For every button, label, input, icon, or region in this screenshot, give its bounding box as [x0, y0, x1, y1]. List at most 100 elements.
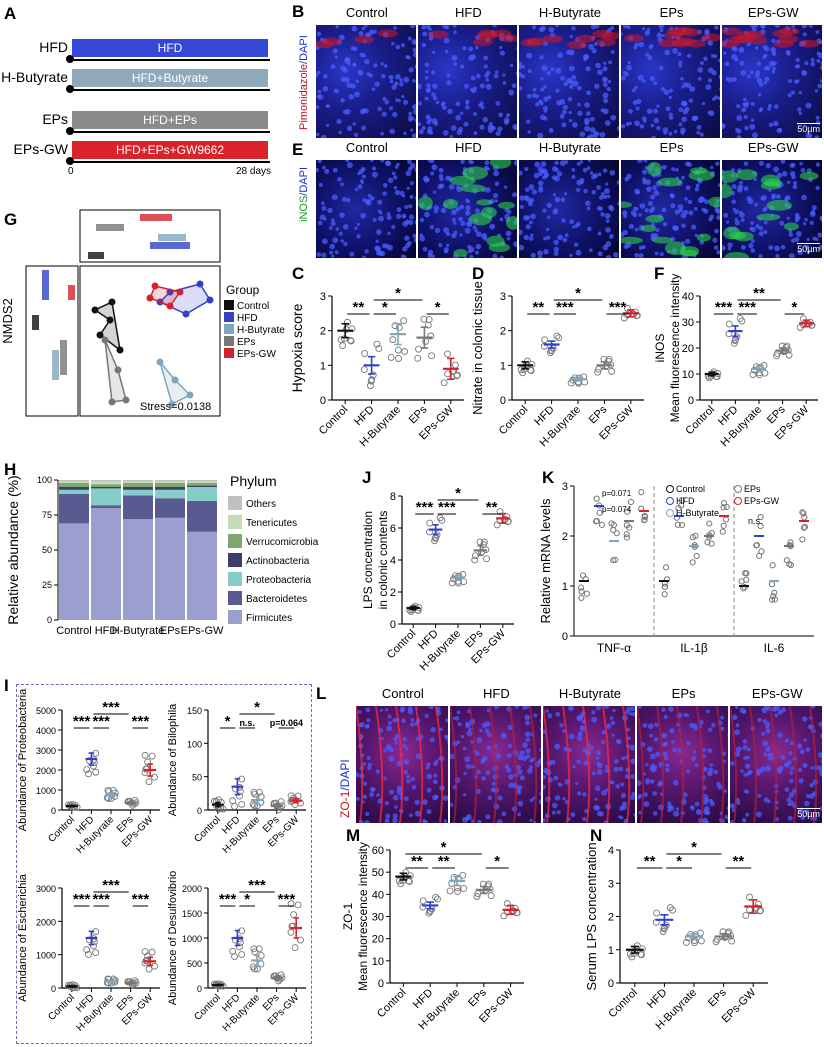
bar-tenericutes	[123, 481, 153, 483]
significance-label: ***	[132, 713, 150, 730]
nucleus	[680, 77, 684, 81]
nucleus	[743, 739, 748, 744]
nucleus	[611, 50, 615, 54]
data-point	[620, 314, 628, 322]
nucleus	[751, 238, 756, 244]
zo1-signal	[636, 706, 645, 823]
nucleus	[517, 800, 523, 807]
data-point	[706, 520, 713, 527]
nucleus	[806, 747, 811, 753]
data-point	[583, 590, 591, 597]
y-axis-label: Hypoxia score	[290, 303, 305, 392]
nucleus	[411, 39, 416, 45]
nucleus	[639, 203, 646, 209]
data-point	[623, 531, 630, 538]
nucleus	[572, 764, 576, 769]
y-tick-label: 10	[682, 369, 694, 381]
point-eps-gw	[151, 282, 159, 290]
nucleus	[553, 775, 559, 781]
nucleus	[758, 226, 764, 231]
nucleus	[610, 114, 617, 121]
nucleus	[724, 814, 729, 820]
nucleus	[446, 108, 453, 115]
data-point	[250, 945, 258, 953]
side-box-h-butyrate	[52, 350, 59, 380]
nucleus	[694, 801, 700, 807]
nucleus	[492, 170, 499, 177]
data-point	[579, 572, 587, 579]
nucleus	[713, 54, 717, 59]
bar-proteobacteria	[123, 489, 153, 496]
nucleus	[805, 102, 812, 109]
nucleus	[697, 77, 702, 81]
nucleus	[742, 817, 747, 823]
nucleus	[591, 48, 597, 54]
nucleus	[375, 250, 382, 256]
nucleus	[459, 160, 465, 164]
nucleus	[528, 818, 533, 822]
nucleus	[656, 125, 661, 131]
nucleus	[669, 193, 675, 199]
panel-label-c: C	[292, 264, 305, 283]
pimonidazole-signal	[728, 35, 749, 44]
data-point	[769, 562, 776, 569]
nucleus	[537, 255, 543, 258]
nucleus	[562, 729, 566, 733]
nucleus	[583, 54, 589, 60]
data-point	[238, 951, 246, 959]
data-point	[674, 521, 681, 528]
data-point	[662, 564, 670, 571]
nucleus	[774, 713, 779, 718]
y-tick-label: 50	[372, 867, 384, 879]
nucleus	[431, 164, 438, 171]
nucleus	[586, 111, 591, 116]
nucleus	[773, 120, 780, 127]
micrograph-control	[316, 160, 416, 258]
legend-label-control: Control	[237, 301, 269, 312]
nucleus	[709, 763, 713, 767]
nucleus	[653, 190, 660, 196]
data-point	[83, 766, 91, 774]
nucleus	[391, 171, 396, 176]
nucleus	[801, 70, 806, 75]
micrograph-texture	[620, 160, 721, 258]
nucleus	[577, 85, 583, 91]
nucleus	[794, 79, 799, 85]
nucleus	[796, 215, 801, 221]
nucleus	[515, 789, 521, 795]
zo1-signal	[715, 706, 725, 823]
nucleus	[550, 67, 555, 72]
data-point	[340, 335, 348, 343]
nucleus	[750, 101, 756, 107]
nucleus	[629, 744, 635, 751]
inos-signal	[724, 251, 750, 258]
inos-signal	[696, 233, 711, 242]
nucleus	[352, 63, 357, 67]
nucleus	[649, 779, 655, 784]
y-axis-label: Mean fluorescence intensity	[668, 274, 682, 423]
micrograph-title-control: Control	[345, 5, 388, 20]
nucleus	[435, 100, 439, 105]
zo1-signal	[468, 706, 477, 823]
bar-actinobacteria	[91, 487, 121, 489]
nucleus	[394, 189, 401, 196]
nucleus	[526, 215, 531, 220]
side-boxplot-frame	[25, 265, 79, 417]
nucleus	[544, 172, 550, 178]
nucleus	[402, 744, 407, 749]
nucleus	[383, 64, 388, 68]
nucleus	[382, 96, 387, 102]
nucleus	[366, 72, 370, 76]
data-point	[801, 523, 809, 531]
micrograph-texture	[519, 25, 619, 138]
nucleus	[582, 792, 587, 797]
nucleus	[525, 754, 530, 759]
data-point	[434, 895, 441, 903]
nucleus	[375, 769, 380, 774]
y-tick-label: 3	[500, 291, 506, 303]
nucleus	[353, 46, 358, 51]
nucleus	[424, 62, 429, 67]
point-hfd	[196, 280, 204, 288]
